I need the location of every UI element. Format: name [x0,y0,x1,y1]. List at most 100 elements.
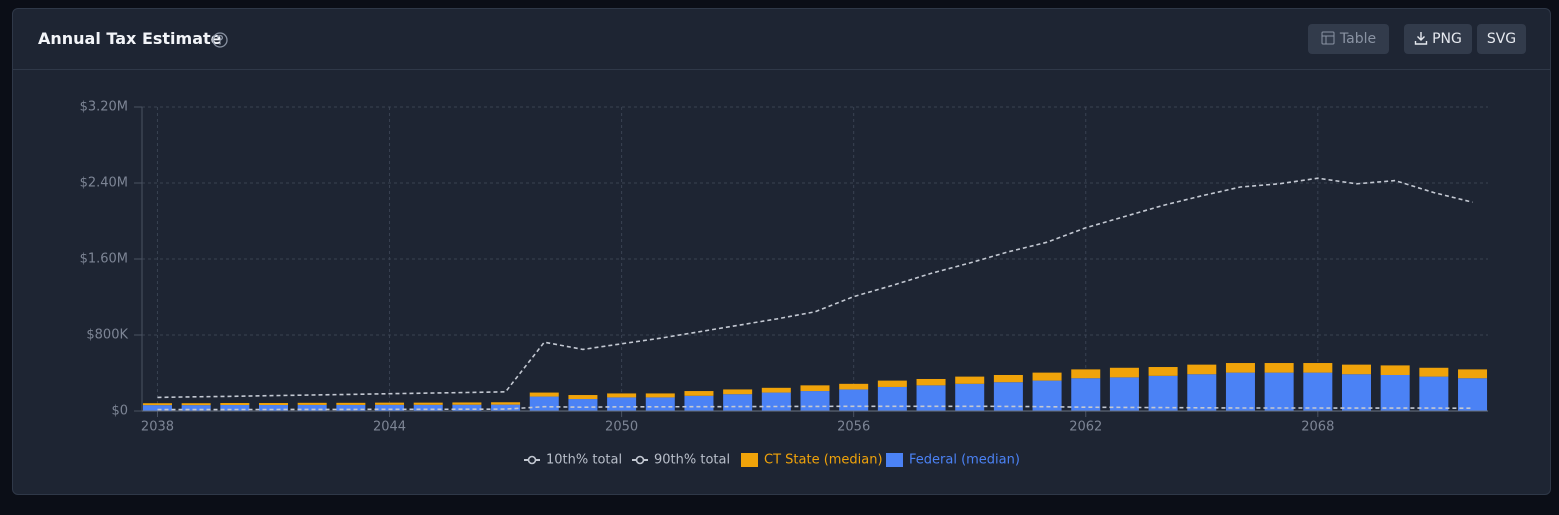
legend-marker [635,455,645,465]
bar-segment [993,374,1023,383]
y-tick-label: $3.20M [80,100,128,115]
y-tick-label: $0 [111,404,128,419]
bar-segment [1264,372,1294,411]
bar-segment [1109,377,1139,411]
bar-segment [1225,372,1255,411]
card-title: Annual Tax Estimate [38,29,222,48]
bar-segment [529,396,559,411]
bar-segment [491,404,521,411]
bar-segment [877,380,907,387]
bar-segment [1380,374,1410,411]
y-tick-label: $2.40M [80,176,128,191]
table-icon [1321,31,1335,45]
card: Annual Tax Estimate Table PNG SVG [12,8,1551,495]
svg-label: SVG [1486,31,1517,47]
bar-segment [1225,363,1255,373]
bar-segment [413,402,443,405]
bar-segment [220,405,250,411]
bar-segment [607,393,637,398]
bar-segment [607,397,637,411]
bar-segment [839,383,869,390]
bar-segment [1071,378,1101,411]
table-button[interactable]: Table [1308,24,1389,54]
bar-segment [916,378,946,386]
bar-segment [336,402,366,405]
bar-segment [1303,363,1333,373]
bar-segment [1341,364,1371,375]
bar-segment [1148,375,1178,411]
x-tick-label: 2062 [1069,420,1102,435]
legend-label: 90th% total [654,453,730,468]
bar-segment [1071,369,1101,379]
bar-segment [877,386,907,411]
bar-segment [1032,372,1062,381]
y-tick-label: $1.60M [80,252,128,267]
bar-segment [916,385,946,411]
bar-segment [297,402,327,405]
bar-segment [645,393,675,398]
x-tick-label: 2050 [605,420,638,435]
legend-label: CT State (median) [764,453,883,468]
legend-swatch [741,453,758,467]
x-tick-label: 2038 [141,420,174,435]
bar-segment [142,403,172,406]
bar-segment [1458,369,1488,379]
bar-segment [1458,378,1488,411]
bar-segment [220,403,250,406]
bar-segment [723,389,753,395]
bar-segment [761,392,791,411]
bar-segment [1264,363,1294,373]
table-label: Table [1339,31,1377,47]
bar-segment [1148,367,1178,376]
svg-button[interactable]: SVG [1477,24,1526,54]
bar-segment [568,395,598,400]
bar-segment [1303,372,1333,411]
bar-segment [181,405,211,411]
bar-segment [142,405,172,411]
bar-segment [761,387,791,393]
png-label: PNG [1432,31,1462,47]
bar-segment [413,404,443,411]
bar-segment [1109,367,1139,378]
x-tick-label: 2068 [1301,420,1334,435]
bar-segment [684,395,714,411]
bar-segment [375,404,405,411]
bar-segment [375,402,405,405]
line-series [157,177,1473,399]
legend-marker [527,455,537,465]
x-tick-label: 2044 [373,420,406,435]
bar-segment [1341,374,1371,411]
bar-segment [568,399,598,411]
bar-segment [1187,374,1217,411]
bar-segment [1187,364,1217,375]
x-tick-label: 2056 [837,420,870,435]
line-series [157,405,1473,411]
bar-segment [336,404,366,411]
bar-segment [529,392,559,397]
bar-segment [452,402,482,405]
bar-segment [181,403,211,406]
png-button[interactable]: PNG [1404,24,1472,54]
legend-swatch [886,453,903,467]
legend-label: Federal (median) [909,453,1020,468]
bar-segment [452,404,482,411]
bar-segment [1419,376,1449,411]
bar-segment [723,394,753,411]
bar-segment [800,391,830,411]
bar-segment [491,402,521,405]
bar-segment [297,404,327,411]
bar-segment [645,397,675,411]
bar-segment [1380,365,1410,375]
bar-segment [955,376,985,384]
help-icon[interactable] [210,30,230,50]
download-icon [1414,32,1428,45]
bar-segment [259,403,289,406]
legend-label: 10th% total [546,453,622,468]
bar-segment [1419,367,1449,377]
bar-segment [839,389,869,411]
y-tick-label: $800K [86,328,128,343]
bar-segment [800,385,830,392]
bar-segment [259,405,289,411]
